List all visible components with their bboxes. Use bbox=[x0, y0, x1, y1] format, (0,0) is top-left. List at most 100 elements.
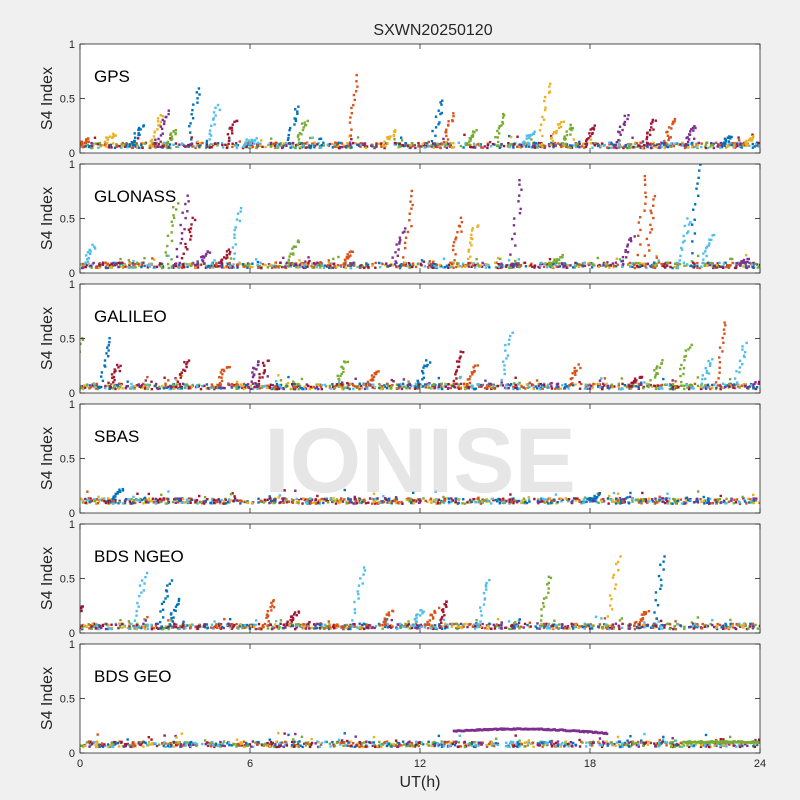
data-point bbox=[119, 364, 122, 368]
data-point bbox=[640, 381, 643, 384]
data-point bbox=[216, 144, 219, 147]
data-point bbox=[696, 254, 700, 258]
data-point bbox=[643, 381, 646, 384]
data-point bbox=[578, 500, 581, 503]
data-point bbox=[511, 264, 515, 268]
data-point bbox=[749, 498, 752, 501]
data-point bbox=[390, 500, 393, 503]
data-point bbox=[655, 254, 658, 258]
data-point bbox=[146, 383, 149, 386]
data-point bbox=[111, 387, 115, 390]
data-point bbox=[183, 369, 187, 373]
data-point bbox=[486, 143, 490, 146]
data-point bbox=[418, 501, 421, 505]
data-point bbox=[287, 375, 290, 379]
data-point bbox=[637, 387, 640, 391]
data-point bbox=[669, 136, 672, 139]
data-point bbox=[712, 142, 715, 146]
data-point bbox=[90, 266, 93, 269]
data-point bbox=[553, 619, 556, 622]
data-point bbox=[473, 130, 476, 134]
data-point bbox=[180, 387, 184, 390]
data-point bbox=[653, 384, 656, 387]
data-point bbox=[327, 266, 331, 270]
data-point bbox=[274, 380, 278, 383]
data-point bbox=[313, 143, 316, 146]
data-point bbox=[450, 264, 454, 267]
data-point bbox=[158, 123, 161, 127]
data-point bbox=[113, 263, 117, 267]
data-point bbox=[718, 371, 721, 374]
data-point bbox=[307, 261, 310, 264]
data-point bbox=[558, 123, 561, 126]
data-point bbox=[212, 386, 215, 389]
data-point bbox=[734, 266, 738, 270]
data-point bbox=[94, 502, 98, 505]
data-point bbox=[690, 386, 693, 390]
data-point bbox=[178, 373, 182, 376]
data-point bbox=[177, 202, 180, 205]
data-point bbox=[522, 143, 525, 146]
data-point bbox=[113, 383, 116, 387]
data-point bbox=[544, 106, 547, 109]
data-point bbox=[524, 387, 527, 390]
data-point bbox=[190, 385, 194, 388]
data-point bbox=[479, 264, 482, 267]
data-point bbox=[461, 623, 465, 627]
data-point bbox=[661, 387, 664, 390]
data-point bbox=[309, 385, 313, 389]
data-point bbox=[683, 359, 686, 362]
data-point bbox=[298, 384, 302, 387]
data-point bbox=[95, 382, 99, 386]
data-point bbox=[315, 383, 318, 386]
data-point bbox=[445, 383, 448, 386]
data-point bbox=[459, 387, 463, 390]
data-point bbox=[606, 264, 609, 267]
data-point bbox=[300, 122, 304, 125]
data-point bbox=[358, 627, 362, 631]
data-point bbox=[114, 134, 117, 137]
data-point bbox=[227, 248, 231, 251]
data-point bbox=[571, 499, 574, 503]
data-point bbox=[687, 230, 690, 233]
data-point bbox=[205, 264, 208, 268]
data-point bbox=[371, 502, 374, 505]
data-point bbox=[180, 501, 183, 505]
data-point bbox=[210, 262, 214, 265]
data-point bbox=[596, 385, 600, 388]
data-point bbox=[568, 144, 572, 147]
data-point bbox=[105, 136, 108, 139]
data-point bbox=[633, 266, 637, 270]
data-point bbox=[133, 132, 136, 135]
data-point bbox=[223, 386, 226, 390]
data-point bbox=[639, 498, 643, 501]
data-point bbox=[388, 384, 391, 388]
data-point bbox=[386, 384, 390, 388]
data-point bbox=[513, 217, 516, 220]
data-point bbox=[636, 145, 639, 149]
data-point bbox=[514, 141, 517, 145]
data-point bbox=[182, 265, 185, 268]
data-point bbox=[562, 265, 565, 269]
data-point bbox=[180, 266, 184, 270]
data-point bbox=[473, 364, 477, 367]
data-point bbox=[209, 501, 213, 505]
data-point bbox=[184, 216, 187, 220]
data-point bbox=[157, 142, 160, 146]
data-point bbox=[422, 260, 426, 263]
data-point bbox=[206, 250, 209, 254]
data-point bbox=[209, 386, 212, 389]
data-point bbox=[400, 500, 403, 504]
data-point bbox=[364, 146, 368, 150]
data-point bbox=[251, 262, 254, 265]
data-point bbox=[474, 500, 477, 504]
data-point bbox=[245, 626, 248, 629]
data-point bbox=[196, 142, 200, 145]
data-point bbox=[475, 257, 478, 261]
data-point bbox=[650, 228, 654, 231]
data-point bbox=[443, 497, 446, 500]
data-point bbox=[293, 382, 296, 386]
data-point bbox=[567, 387, 570, 390]
data-point bbox=[738, 366, 742, 369]
data-point bbox=[606, 261, 609, 264]
